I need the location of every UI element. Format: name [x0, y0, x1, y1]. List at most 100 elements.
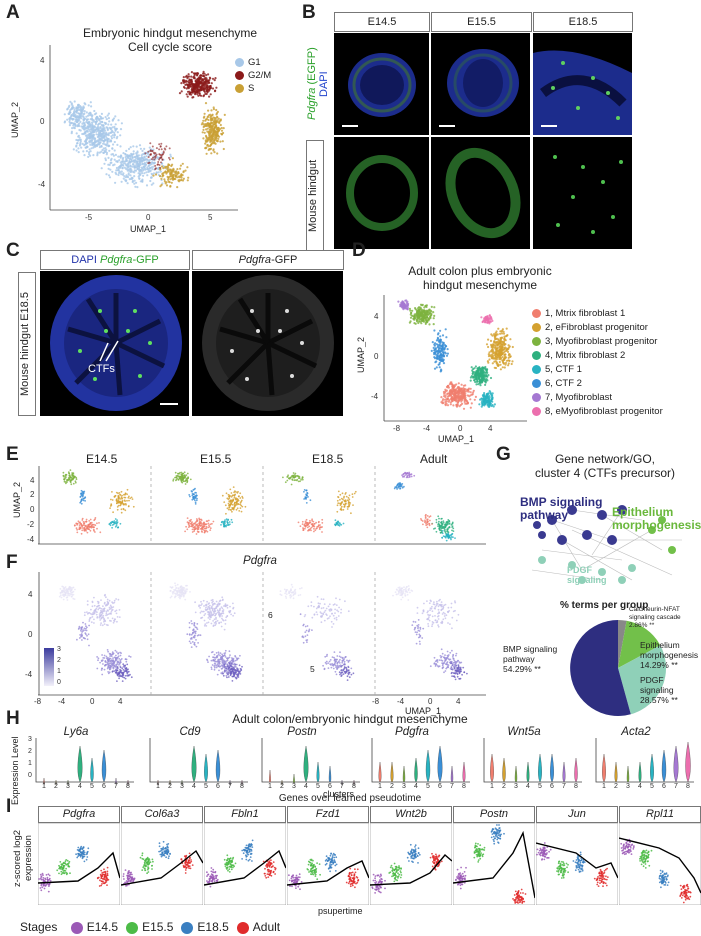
violin: [490, 754, 494, 782]
panel-d-ytick: -4: [371, 392, 378, 401]
violin-cluster-tick: 7: [562, 783, 566, 790]
violin-cluster-tick: 4: [78, 783, 82, 790]
panel-e-ytick: 2: [30, 490, 34, 499]
pseudotime-gene-header: Wnt2b: [370, 806, 452, 823]
panel-f-xtick: -4: [58, 697, 65, 706]
violin-cluster-tick: 1: [156, 783, 160, 790]
legend-dot: [235, 58, 244, 67]
violin-plot: [148, 738, 250, 790]
panel-h-title: Adult colon/embryonic hindgut mesenchyme: [150, 712, 550, 726]
panel-e-ytick: -2: [27, 520, 34, 529]
legend-dot: [235, 84, 244, 93]
panel-d-xtick: -8: [393, 424, 400, 433]
violin-cluster-tick: 2: [614, 783, 618, 790]
pseudotime-plot: [38, 823, 120, 905]
violin-plot: [482, 738, 584, 790]
panel-d-xlabel: UMAP_1: [438, 434, 474, 444]
violin: [602, 754, 606, 782]
panel-c-header-gfp: Pdgfra-GFP: [192, 250, 344, 270]
pseudotime-plot: [536, 823, 618, 905]
panel-label-g: G: [496, 444, 511, 466]
panel-a-xtick: 0: [146, 213, 150, 222]
panel-f-xtick: 0: [90, 697, 94, 706]
violin: [192, 746, 197, 782]
panel-label-f: F: [6, 552, 18, 574]
violin: [650, 754, 654, 782]
micrograph-e155-dapi-egfp: [431, 33, 530, 135]
violin-gene-label: Postn: [272, 726, 332, 738]
legend-item-g1: G1: [235, 57, 261, 69]
violin-ytick: 2: [28, 748, 32, 755]
violin-plot: [34, 738, 136, 790]
panel-a-xlabel: UMAP_1: [130, 224, 166, 234]
panel-d-xtick: 0: [458, 424, 462, 433]
violin-cluster-tick: 2: [280, 783, 284, 790]
network-label-bmp: BMP signaling pathway: [520, 496, 602, 522]
violin-cluster-tick: 7: [114, 783, 118, 790]
panel-f-feature-plots: [38, 572, 486, 697]
panel-f-gene: Pdgfra: [230, 555, 290, 567]
micrograph-e185-gfp: [192, 271, 343, 416]
violin-cluster-tick: 5: [90, 783, 94, 790]
pseudotime-gene-header: Fbln1: [204, 806, 286, 823]
pseudotime-plot: [287, 823, 369, 905]
pseudotime-plot: [204, 823, 286, 905]
cluster-legend-item: 2, eFibroblast progenitor: [532, 322, 648, 334]
legend-dot: [532, 379, 541, 388]
panel-d-ylabel: UMAP_2: [356, 325, 366, 385]
network-label-pdgf: PDGF signaling: [567, 565, 607, 585]
panel-f-annot: 5: [310, 664, 315, 674]
violin-cluster-tick: 1: [42, 783, 46, 790]
panel-f-xtick: 0: [428, 697, 432, 706]
pseudotime-plot: [370, 823, 452, 905]
panel-a-xtick: -5: [85, 213, 92, 222]
violin-cluster-tick: 3: [66, 783, 70, 790]
violin: [538, 754, 542, 782]
violin: [615, 762, 618, 782]
violin-cluster-tick: 8: [240, 783, 244, 790]
cluster-legend-item: 3, Myofibroblast progenitor: [532, 336, 657, 348]
violin: [304, 746, 309, 782]
panel-f-colorscale: [44, 648, 54, 686]
stage-legend-item: E14.5: [71, 920, 118, 934]
panel-label-b: B: [302, 2, 316, 24]
violin-plot: [260, 738, 362, 790]
panel-a-xtick: 5: [208, 213, 212, 222]
panel-g-title: Gene network/GO, cluster 4 (CTFs precurs…: [515, 452, 695, 480]
violin: [639, 762, 642, 782]
violin-cluster-tick: 3: [292, 783, 296, 790]
violin: [563, 762, 566, 782]
violin-ytick: 0: [28, 772, 32, 779]
legend-dot: [126, 922, 138, 934]
panel-d-ytick: 0: [374, 352, 378, 361]
panel-f-xtick: -8: [372, 697, 379, 706]
violin-gene-label: Ly6a: [46, 726, 106, 738]
violin-cluster-tick: 1: [490, 783, 494, 790]
legend-dot: [532, 323, 541, 332]
violin: [379, 762, 382, 782]
panel-f-ytick: 0: [28, 630, 32, 639]
cluster-legend-item: 5, CTF 1: [532, 364, 582, 376]
pseudotime-gene-header: Jun: [536, 806, 618, 823]
stages-legend: Stages E14.5 E15.5 E18.5 Adult: [20, 920, 288, 934]
violin-cluster-tick: 6: [102, 783, 106, 790]
violin: [403, 766, 405, 782]
legend-dot: [181, 922, 193, 934]
violin-cluster-tick: 4: [526, 783, 530, 790]
violin-cluster-tick: 2: [168, 783, 172, 790]
violin: [515, 766, 517, 782]
colorscale-tick: 1: [57, 668, 61, 675]
violin: [78, 746, 83, 782]
panel-label-c: C: [6, 240, 20, 262]
violin: [627, 766, 629, 782]
violin: [216, 750, 220, 782]
scale-bar: [160, 403, 178, 405]
violin-cluster-tick: 2: [502, 783, 506, 790]
violin-gene-label: Wnt5a: [494, 726, 554, 738]
violin-cluster-tick: 3: [514, 783, 518, 790]
panel-a-title-line1: Embryonic hindgut mesenchyme: [40, 26, 300, 40]
violin-ytick: 3: [28, 736, 32, 743]
pie-label-bmp: BMP signaling pathway 54.29% **: [503, 644, 557, 674]
legend-dot: [237, 922, 249, 934]
violin: [686, 742, 691, 782]
